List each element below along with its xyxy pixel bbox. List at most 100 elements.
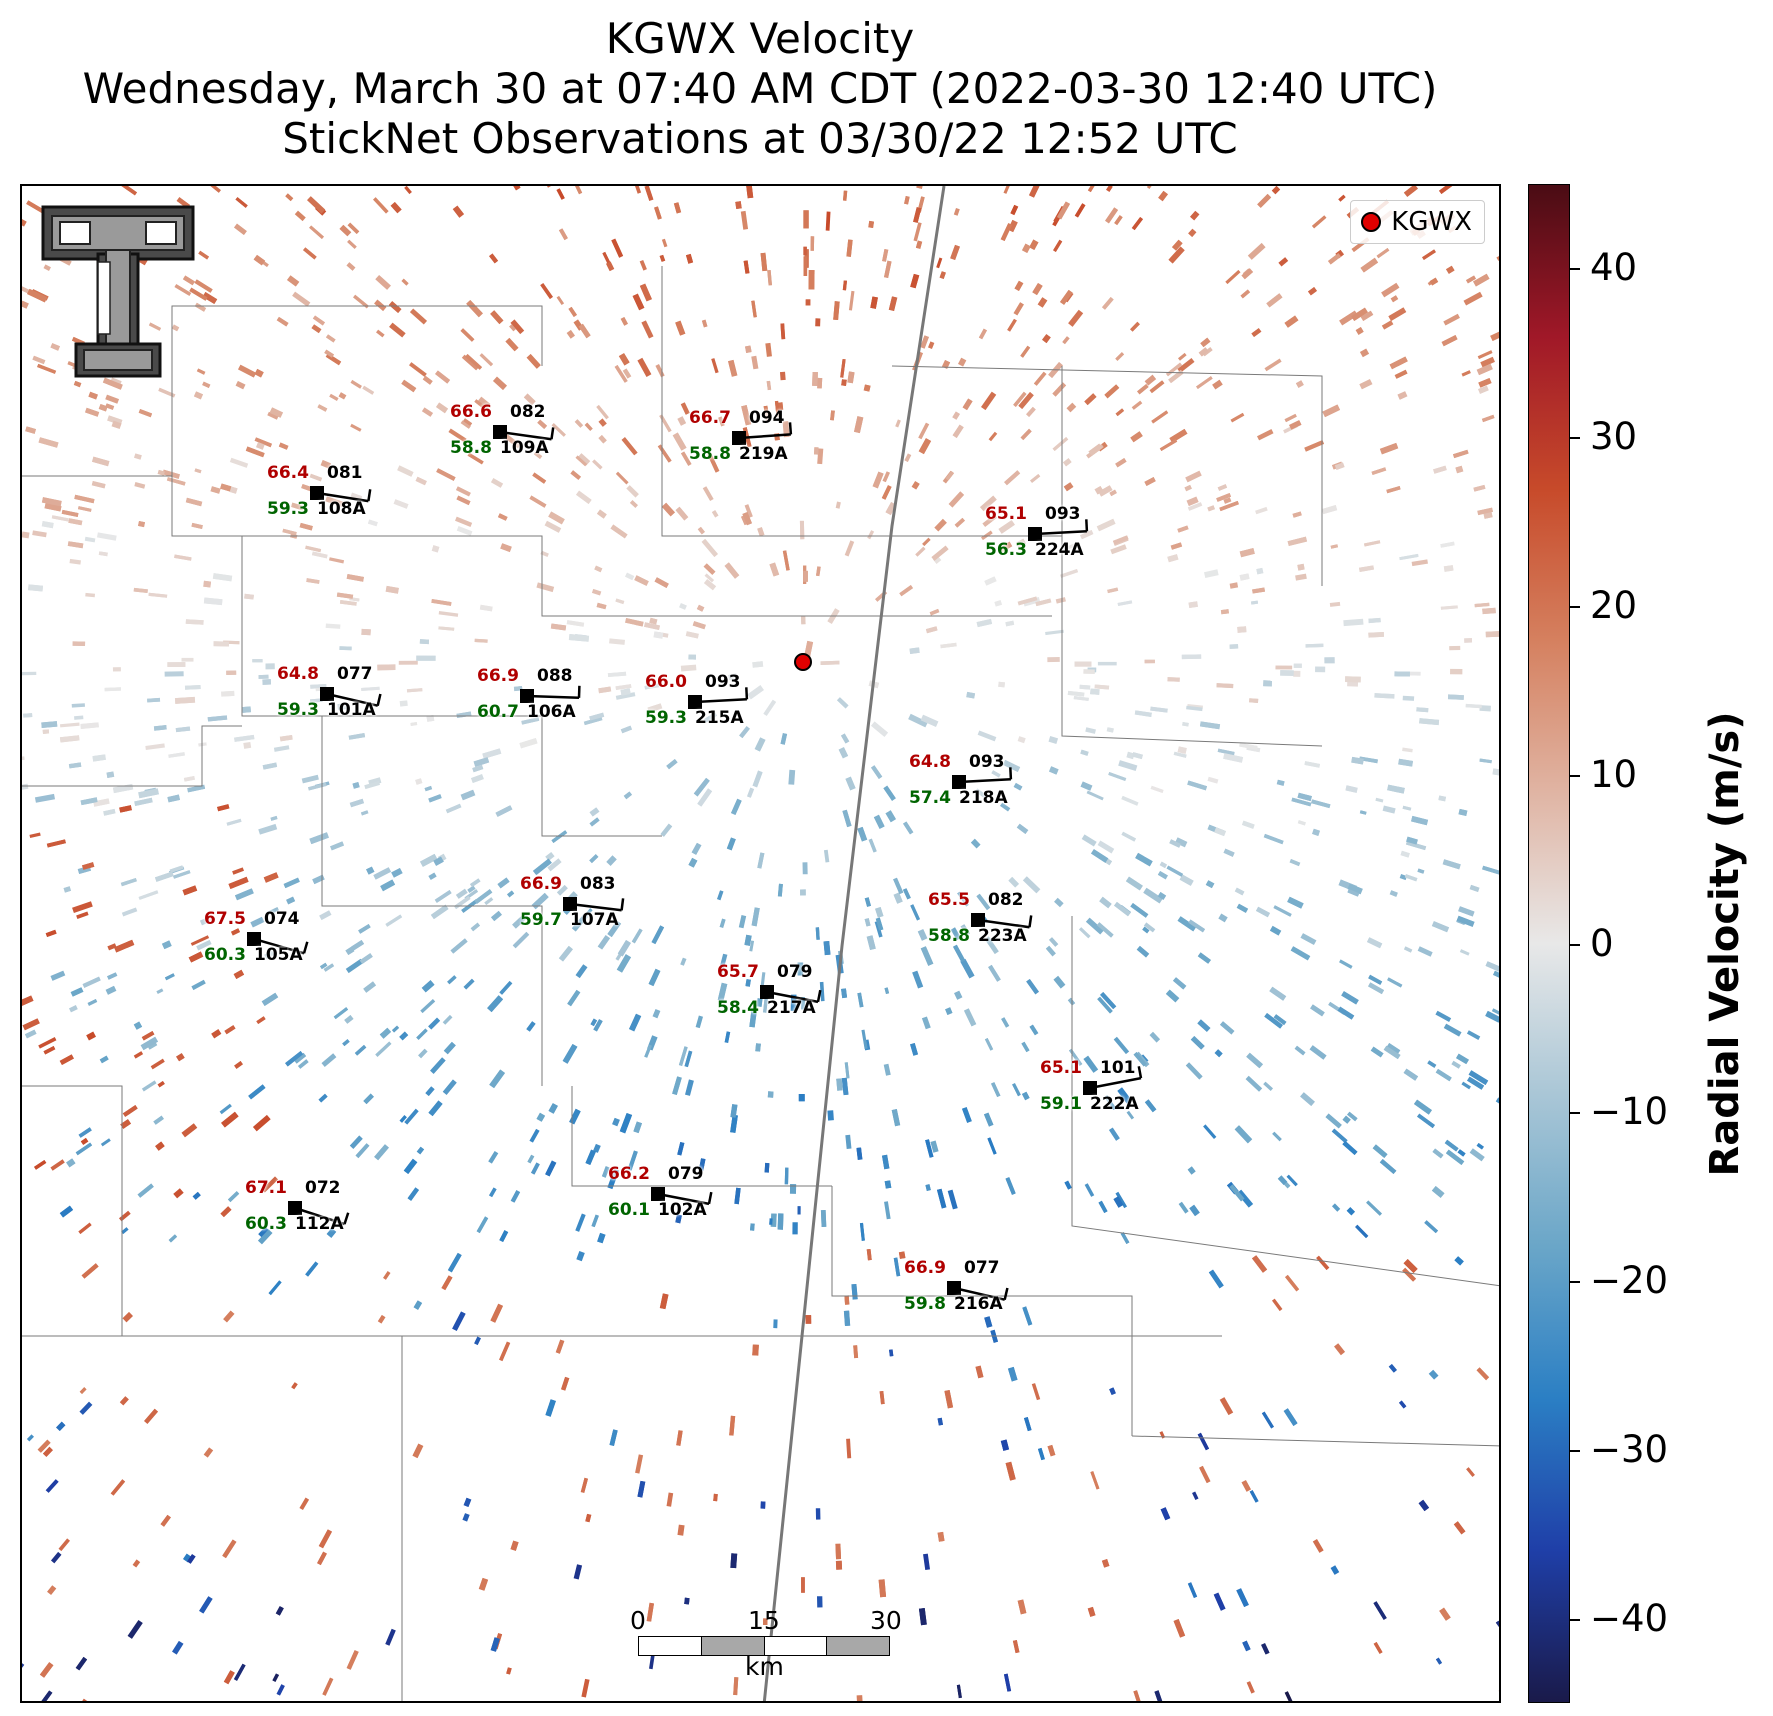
velocity-gate bbox=[1382, 805, 1396, 814]
velocity-gate bbox=[923, 1553, 931, 1571]
station-wind-direction: 079 bbox=[777, 962, 813, 982]
station-id: 112A bbox=[295, 1214, 344, 1234]
wind-barb-icon bbox=[657, 1191, 713, 1206]
velocity-gate bbox=[69, 1005, 78, 1013]
velocity-gate bbox=[22, 531, 30, 539]
velocity-gate bbox=[861, 1029, 868, 1049]
velocity-gate bbox=[932, 555, 942, 564]
velocity-gate bbox=[299, 1497, 310, 1511]
station-wind-direction: 093 bbox=[969, 752, 1005, 772]
velocity-gate bbox=[488, 1151, 499, 1164]
radar-site-marker[interactable] bbox=[794, 653, 812, 671]
colorbar-title: Radial Velocity (m/s) bbox=[1702, 711, 1748, 1177]
velocity-gate bbox=[1053, 975, 1066, 989]
velocity-gate bbox=[981, 530, 993, 541]
station-temperature: 66.9 bbox=[520, 874, 562, 894]
scale-bar: 0 15 30 km bbox=[630, 1606, 902, 1681]
station-temperature: 67.5 bbox=[204, 909, 246, 929]
velocity-gate bbox=[455, 516, 473, 527]
velocity-gate bbox=[815, 318, 821, 327]
velocity-gate bbox=[1031, 1383, 1041, 1401]
velocity-gate bbox=[1113, 1036, 1130, 1055]
velocity-gate bbox=[74, 715, 84, 720]
velocity-gate bbox=[1218, 913, 1228, 923]
velocity-gate bbox=[1449, 645, 1461, 651]
velocity-gate bbox=[462, 1513, 470, 1522]
scale-label-30: 30 bbox=[870, 1606, 902, 1635]
colorbar-tick bbox=[1570, 1112, 1580, 1115]
station-dewpoint: 58.8 bbox=[689, 444, 731, 464]
velocity-gate bbox=[325, 623, 341, 629]
velocity-gate bbox=[856, 1695, 864, 1701]
velocity-gate bbox=[815, 1508, 821, 1520]
velocity-gate bbox=[45, 1479, 59, 1493]
velocity-gate bbox=[438, 611, 459, 617]
velocity-gate bbox=[252, 1114, 271, 1132]
station-wind-direction: 077 bbox=[337, 664, 373, 684]
station-wind-direction: 081 bbox=[327, 463, 363, 483]
velocity-gate bbox=[321, 1053, 337, 1067]
velocity-gate bbox=[566, 329, 576, 339]
velocity-gate bbox=[1054, 897, 1064, 908]
velocity-gate bbox=[26, 1434, 35, 1442]
velocity-gate bbox=[848, 290, 855, 311]
velocity-gate bbox=[1435, 1010, 1452, 1022]
velocity-gate bbox=[145, 743, 165, 751]
velocity-gate bbox=[71, 703, 85, 708]
station-temperature: 65.5 bbox=[928, 890, 970, 910]
velocity-gate bbox=[420, 999, 436, 1014]
station-wind-direction: 094 bbox=[749, 408, 785, 428]
velocity-gate bbox=[1480, 356, 1495, 368]
velocity-gate bbox=[883, 1063, 891, 1076]
velocity-gate bbox=[1085, 917, 1104, 935]
velocity-gate bbox=[1466, 1030, 1481, 1040]
velocity-gate bbox=[1498, 1689, 1499, 1701]
station-dewpoint: 59.8 bbox=[904, 1294, 946, 1314]
velocity-gate bbox=[243, 741, 252, 749]
scale-unit: km bbox=[745, 1652, 784, 1681]
velocity-gate bbox=[86, 1031, 97, 1041]
station-id: 224A bbox=[1035, 540, 1084, 560]
velocity-gate bbox=[1086, 790, 1104, 801]
velocity-gate bbox=[389, 322, 406, 338]
radar-map[interactable]: KGWX 66.6 082 58.8 109A 66.7 094 58.8 219A 66.4 0… bbox=[20, 184, 1501, 1703]
velocity-gate bbox=[592, 1143, 601, 1153]
wind-barb-icon bbox=[294, 1206, 350, 1226]
colorbar-tick-label: 0 bbox=[1590, 921, 1614, 965]
station-id: 102A bbox=[658, 1200, 707, 1220]
station-id: 217A bbox=[767, 998, 816, 1018]
velocity-gate bbox=[492, 376, 508, 391]
velocity-gate bbox=[1003, 186, 1010, 194]
station-temperature: 65.7 bbox=[717, 962, 759, 982]
velocity-gate bbox=[867, 530, 875, 540]
wind-barb-icon bbox=[694, 687, 749, 704]
velocity-gate bbox=[72, 901, 93, 914]
velocity-gate bbox=[751, 355, 759, 370]
station-id: 218A bbox=[959, 788, 1008, 808]
station-id: 107A bbox=[570, 910, 619, 930]
velocity-gate bbox=[1381, 282, 1400, 298]
station-temperature: 66.6 bbox=[450, 402, 492, 422]
wind-barb-icon bbox=[253, 937, 309, 955]
velocity-gate bbox=[581, 1678, 590, 1698]
velocity-gate bbox=[908, 713, 928, 728]
velocity-gate bbox=[85, 592, 96, 598]
colorbar-tick bbox=[1570, 943, 1580, 946]
velocity-gate bbox=[229, 457, 249, 468]
velocity-gate bbox=[1477, 350, 1493, 360]
velocity-gate bbox=[1428, 1369, 1439, 1380]
velocity-gate bbox=[267, 411, 279, 420]
wind-barb-icon bbox=[569, 898, 625, 912]
velocity-gate bbox=[788, 769, 796, 785]
velocity-gate bbox=[134, 482, 146, 489]
station-dewpoint: 60.7 bbox=[477, 702, 519, 722]
velocity-gate bbox=[1293, 670, 1301, 677]
velocity-gate bbox=[1149, 1031, 1161, 1043]
velocity-gate bbox=[641, 320, 654, 339]
velocity-gate bbox=[544, 520, 562, 533]
texas-tech-logo bbox=[40, 204, 196, 380]
wind-barb-icon bbox=[958, 767, 1013, 784]
velocity-gate bbox=[556, 295, 565, 305]
station-temperature: 66.7 bbox=[689, 408, 731, 428]
wind-barb-icon bbox=[526, 685, 581, 700]
